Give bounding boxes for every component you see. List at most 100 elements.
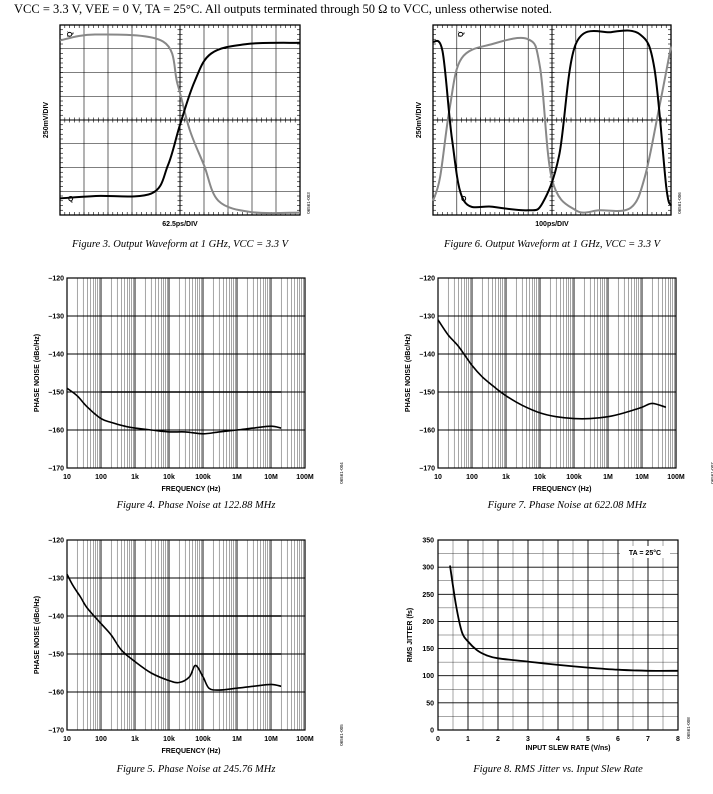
y-tick-label: 100 xyxy=(422,673,434,680)
y-axis-label: RMS JITTER (fs) xyxy=(407,608,414,662)
waveform-trace xyxy=(59,41,301,200)
x-tick-label: 10 xyxy=(434,474,442,481)
y-axis-label: PHASE NOISE (dBc/Hz) xyxy=(34,334,41,412)
y-tick-label: –130 xyxy=(48,576,64,583)
y-tick-label: –160 xyxy=(419,428,435,435)
figure-4-phase-noise: 10 100 1k 10k 100k 1M 10M 100M –120 –130 –140 –150 –… xyxy=(34,276,344,512)
y-tick-label: –160 xyxy=(48,428,64,435)
figure-caption: Figure 8. RMS Jitter vs. Input Slew Rate xyxy=(472,764,643,775)
y-tick-label: 150 xyxy=(422,646,434,653)
phase-noise-trace xyxy=(66,387,282,435)
x-tick-label: 6 xyxy=(616,736,620,743)
y-scale-label: 250mV/DIV xyxy=(43,102,50,139)
x-tick-label: 1M xyxy=(232,474,242,481)
y-tick-label: –140 xyxy=(48,614,64,621)
y-tick-label: –150 xyxy=(419,390,435,397)
temperature-annotation: TA = 25°C xyxy=(629,549,661,557)
plot-frame xyxy=(437,277,677,469)
y-tick-label: –170 xyxy=(48,728,64,735)
figure-code: 06561-003 xyxy=(306,192,311,214)
x-tick-label: 10k xyxy=(534,474,546,481)
test-conditions: VCC = 3.3 V, VEE = 0 V, TA = 25°C. All o… xyxy=(14,2,553,16)
x-scale-label: 100ps/DIV xyxy=(535,221,569,228)
figure-caption: Figure 3. Output Waveform at 1 GHz, VCC … xyxy=(71,239,290,250)
y-tick-label: –120 xyxy=(48,276,64,283)
y-tick-label: –170 xyxy=(419,466,435,473)
x-tick-label: 10k xyxy=(163,736,175,743)
x-scale-label: 62.5ps/DIV xyxy=(162,221,198,228)
figure-caption: Figure 4. Phase Noise at 122.88 MHz xyxy=(116,500,276,511)
figure-8-rms-jitter: 0 1 2 3 4 5 6 7 8 0 50 100 150 200 250 300 350 INPUT SLEW… xyxy=(407,538,691,776)
y-tick-label: –130 xyxy=(48,314,64,321)
figure-caption: Figure 6. Output Waveform at 1 GHz, VCC … xyxy=(443,239,662,250)
x-tick-label: 1 xyxy=(466,736,470,743)
trace-label-q: Q xyxy=(461,196,467,203)
figure-code: 06561-008 xyxy=(686,717,691,739)
y-tick-label: 50 xyxy=(426,700,434,707)
y-tick-label: –150 xyxy=(48,652,64,659)
figure-caption: Figure 7. Phase Noise at 622.08 MHz xyxy=(487,500,647,511)
phase-noise-trace xyxy=(66,573,282,691)
x-tick-label: 1M xyxy=(232,736,242,743)
x-tick-label: 1k xyxy=(131,474,139,481)
figure-6-output-waveform: Q Q 100ps/DIV 250mV/DIV 06561-006 Figure 6. O… xyxy=(416,24,682,250)
y-tick-label: 250 xyxy=(422,592,434,599)
x-tick-label: 10 xyxy=(63,736,71,743)
x-tick-label: 4 xyxy=(556,736,560,743)
waveform-trace xyxy=(432,36,672,214)
x-tick-label: 100M xyxy=(296,736,314,743)
x-tick-label: 5 xyxy=(586,736,590,743)
x-tick-label: 2 xyxy=(496,736,500,743)
y-tick-label: 0 xyxy=(430,728,434,735)
y-tick-label: –170 xyxy=(48,466,64,473)
x-tick-label: 100 xyxy=(95,736,107,743)
figure-code: 06561-007 xyxy=(710,462,713,484)
y-tick-label: –150 xyxy=(48,390,64,397)
x-tick-label: 10 xyxy=(63,474,71,481)
y-tick-label: 350 xyxy=(422,538,434,545)
figure-7-phase-noise: 10 100 1k 10k 100k 1M 10M 100M –120 –130 –140 –150 –… xyxy=(405,276,713,512)
x-tick-label: 100 xyxy=(95,474,107,481)
y-tick-label: 300 xyxy=(422,565,434,572)
x-tick-label: 8 xyxy=(676,736,680,743)
figure-code: 06561-004 xyxy=(339,462,344,484)
x-tick-label: 10k xyxy=(163,474,175,481)
x-tick-label: 10M xyxy=(264,474,278,481)
y-tick-label: –130 xyxy=(419,314,435,321)
trace-label-q: Q xyxy=(68,196,74,203)
phase-noise-trace xyxy=(437,319,667,420)
figure-5-phase-noise: 10 100 1k 10k 100k 1M 10M 100M –120 –130 –140 –150 –… xyxy=(34,538,344,776)
y-tick-label: –140 xyxy=(419,352,435,359)
y-tick-label: –140 xyxy=(48,352,64,359)
y-tick-label: –120 xyxy=(48,538,64,545)
x-axis-label: INPUT SLEW RATE (V/ns) xyxy=(525,745,610,752)
waveform-trace xyxy=(432,29,672,212)
x-axis-label: FREQUENCY (Hz) xyxy=(162,486,221,493)
x-tick-label: 100 xyxy=(466,474,478,481)
x-tick-label: 100M xyxy=(667,474,685,481)
annotation-background xyxy=(620,546,670,558)
trace-label-qbar: Q xyxy=(67,31,74,37)
y-scale-label: 250mV/DIV xyxy=(416,102,423,139)
plot-frame xyxy=(66,539,306,731)
figure-caption: Figure 5. Phase Noise at 245.76 MHz xyxy=(116,764,276,775)
x-tick-label: 1M xyxy=(603,474,613,481)
trace-label-qbar: Q xyxy=(458,31,465,37)
x-tick-label: 7 xyxy=(646,736,650,743)
rms-jitter-curve xyxy=(449,565,679,672)
x-tick-label: 100k xyxy=(566,474,582,481)
x-tick-label: 100M xyxy=(296,474,314,481)
y-tick-label: –160 xyxy=(48,690,64,697)
x-tick-label: 100k xyxy=(195,474,211,481)
waveform-trace xyxy=(59,33,301,215)
x-axis-label: FREQUENCY (Hz) xyxy=(162,748,221,755)
x-tick-label: 1k xyxy=(131,736,139,743)
plot-frame xyxy=(66,277,306,469)
figure-code: 06561-006 xyxy=(677,192,682,214)
x-tick-label: 0 xyxy=(436,736,440,743)
y-axis-label: PHASE NOISE (dBc/Hz) xyxy=(34,596,41,674)
y-tick-label: –120 xyxy=(419,276,435,283)
x-tick-label: 3 xyxy=(526,736,530,743)
y-axis-label: PHASE NOISE (dBc/Hz) xyxy=(405,334,412,412)
